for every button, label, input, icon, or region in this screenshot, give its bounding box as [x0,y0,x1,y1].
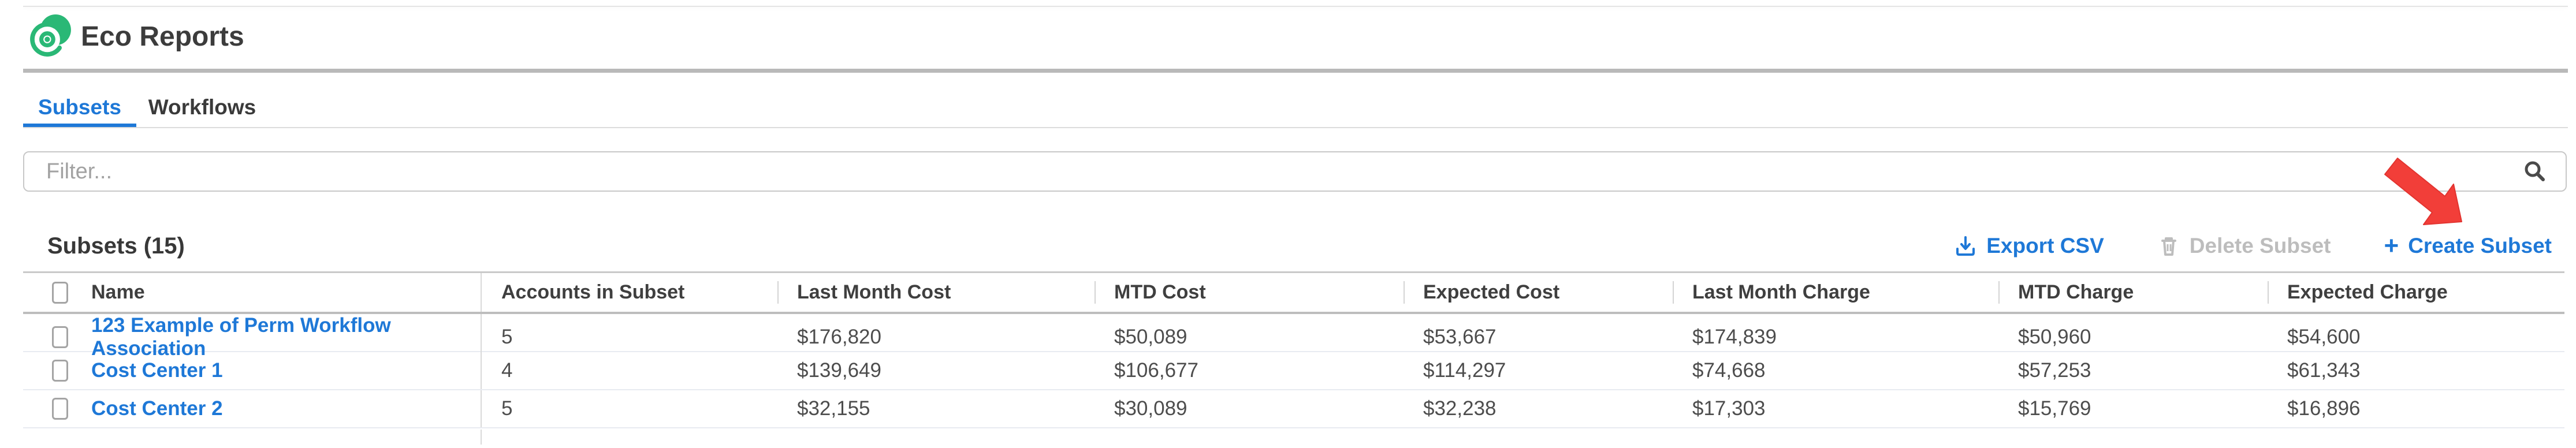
page-title: Eco Reports [81,21,244,52]
subset-name-link[interactable]: Cost Center 1 [91,359,223,382]
cell-accounts: 4 [501,359,513,382]
column-header-last-month-charge: Last Month Charge [1673,273,1998,312]
cell-mtd-cost: $106,677 [1114,359,1198,382]
top-border [23,6,2568,7]
tab-subsets[interactable]: Subsets [38,95,121,119]
column-header-name-label: Name [91,281,145,303]
cell-name: 123 Example of Perm Workflow Association [23,314,482,360]
delete-subset-label: Delete Subset [2189,234,2331,257]
filter-bar [23,151,2567,192]
cell-expected-charge: $16,896 [2287,397,2361,420]
export-csv-label: Export CSV [1986,234,2104,257]
column-header-accounts: Accounts in Subset [501,281,685,303]
header-divider [23,69,2568,73]
plus-icon: + [2384,232,2399,260]
create-subset-label: Create Subset [2408,234,2552,257]
cell-last-month-charge: $74,668 [1692,359,1766,382]
cell-last-month-cost: $176,820 [797,326,881,348]
row-checkbox[interactable] [52,398,68,420]
search-icon [2525,161,2545,181]
tab-bar: Subsets Workflows [23,90,268,125]
cell-name: Cost Center 2 [23,390,482,427]
column-header-mtd-cost: MTD Cost [1095,273,1404,312]
cell-mtd-charge: $50,960 [2018,326,2091,348]
cell-expected-cost: $32,238 [1423,397,1497,420]
cell-name: Cost Center 1 [23,352,482,389]
subsets-table: Name Accounts in Subset Last Month Cost … [23,271,2564,445]
cell-accounts: 5 [501,326,513,348]
filter-input[interactable] [23,151,2567,192]
table-header-row: Name Accounts in Subset Last Month Cost … [23,271,2564,314]
column-header-expected-cost: Expected Cost [1404,273,1673,312]
cell-last-month-cost: $32,155 [797,397,870,420]
cell-expected-charge: $54,600 [2287,326,2361,348]
row-checkbox[interactable] [52,360,68,382]
cell-last-month-charge: $17,303 [1692,397,1766,420]
cell-last-month-charge: $174,839 [1692,326,1777,348]
name-column-border-stub [481,430,482,445]
cell-accounts: 5 [501,397,513,420]
table-row: Cost Center 1 4 $139,649 $106,677 $114,2… [23,352,2564,390]
table-row: Cost Center 2 5 $32,155 $30,089 $32,238 … [23,390,2564,428]
row-checkbox[interactable] [52,326,68,348]
eco-logo-icon [30,14,71,57]
delete-subset-button[interactable]: Delete Subset [2157,234,2331,258]
cell-expected-charge: $61,343 [2287,359,2361,382]
export-csv-button[interactable]: Export CSV [1954,234,2104,258]
cell-last-month-cost: $139,649 [797,359,881,382]
table-row: 123 Example of Perm Workflow Association… [23,314,2564,360]
cell-mtd-cost: $50,089 [1114,326,1188,348]
subsets-count-heading: Subsets (15) [47,233,185,259]
active-tab-underline [23,124,136,127]
subset-name-link[interactable]: Cost Center 2 [91,397,223,420]
toolbar-actions: Export CSV Delete Subset + Create Subset [1954,232,2552,260]
column-header-last-month-cost: Last Month Cost [777,273,1095,312]
cell-mtd-charge: $15,769 [2018,397,2091,420]
cell-mtd-cost: $30,089 [1114,397,1188,420]
column-header-mtd-charge: MTD Charge [1998,273,2268,312]
cell-mtd-charge: $57,253 [2018,359,2091,382]
column-header-name: Name [23,273,482,312]
cell-expected-cost: $114,297 [1423,359,1506,382]
create-subset-button[interactable]: + Create Subset [2384,232,2552,260]
trash-icon [2161,237,2176,256]
download-icon [1956,236,1975,256]
column-header-expected-charge: Expected Charge [2268,273,2564,312]
tab-workflows[interactable]: Workflows [148,95,256,119]
table-toolbar: Subsets (15) Export CSV Delete Subset + … [0,229,2576,263]
tab-bar-border [23,127,2568,128]
cell-expected-cost: $53,667 [1423,326,1497,348]
subset-name-link[interactable]: 123 Example of Perm Workflow Association [91,314,391,360]
select-all-checkbox[interactable] [52,281,68,304]
